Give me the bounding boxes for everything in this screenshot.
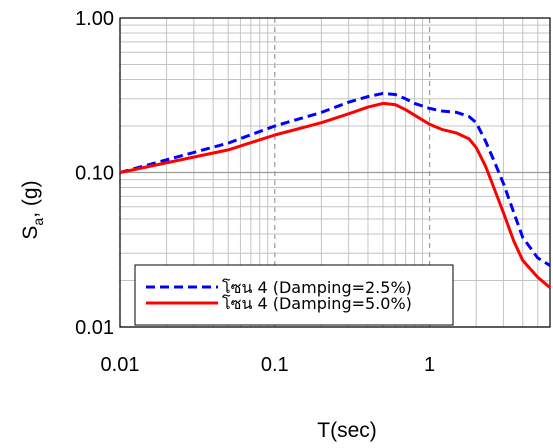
y-axis-title-subscript: a xyxy=(30,218,46,226)
tick-labels: 0.01 0.1 1 0.01 0.10 1.00 xyxy=(75,8,435,376)
y-tick-label: 1.00 xyxy=(75,8,114,30)
y-tick-label: 0.01 xyxy=(75,317,114,339)
legend-box xyxy=(134,264,454,326)
series-line-1 xyxy=(119,91,551,267)
x-tick-label: 1 xyxy=(424,354,435,376)
y-axis-title: Sa, (g) xyxy=(19,180,46,239)
legend-label-series-1: โซน 4 (Damping=2.5%) xyxy=(222,278,412,297)
x-tick-label: 0.1 xyxy=(261,354,289,376)
y-tick-label: 0.10 xyxy=(75,163,114,185)
legend: โซน 4 (Damping=2.5%) โซน 4 (Damping=5.0%… xyxy=(134,264,454,326)
y-axis-title-rest: , (g) xyxy=(19,180,42,217)
legend-label-series-2: โซน 4 (Damping=5.0%) xyxy=(222,294,412,313)
series-layer xyxy=(119,91,551,289)
x-axis-title: T(sec) xyxy=(317,419,377,442)
series-line-2 xyxy=(119,101,551,289)
x-tick-label: 0.01 xyxy=(101,354,140,376)
y-axis-title-main: S xyxy=(19,226,42,240)
